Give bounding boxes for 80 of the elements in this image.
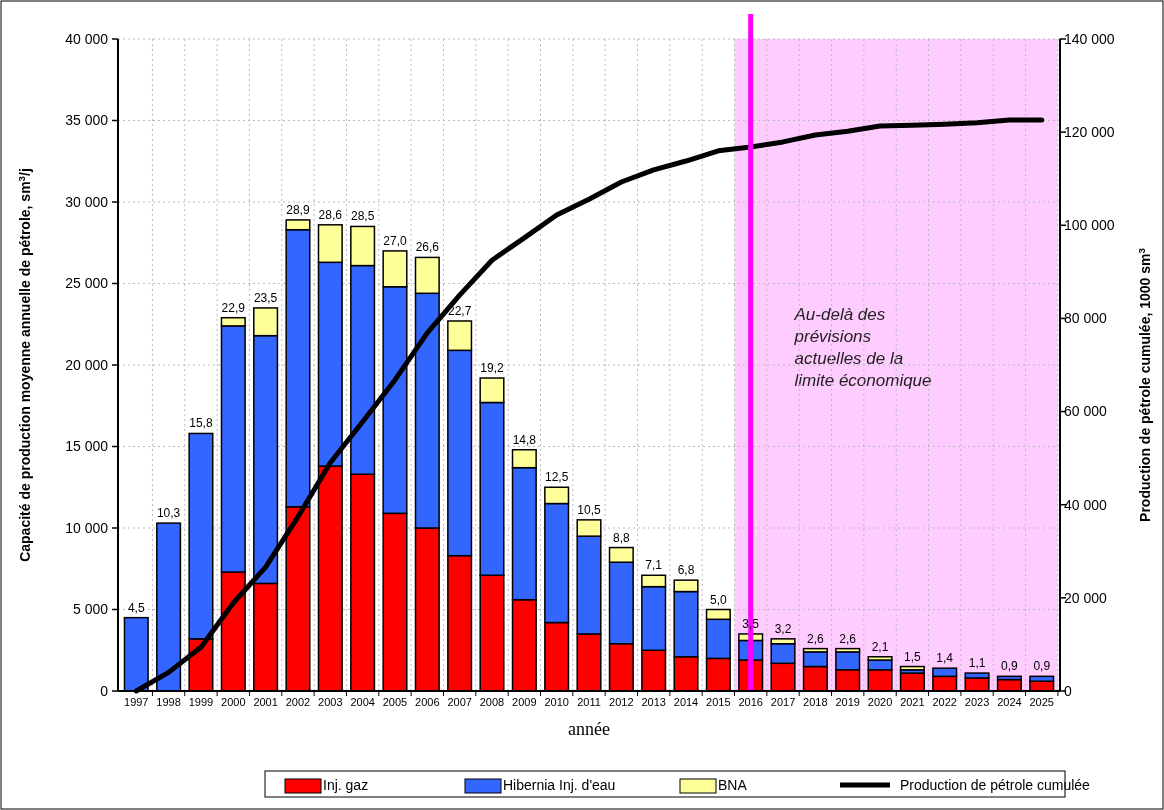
y2-tick-label: 20 000	[1064, 589, 1108, 606]
y-tick-label: 20 000	[65, 356, 109, 373]
y2-tick-label: 140 000	[1064, 30, 1115, 47]
x-tick-label: 1997	[124, 696, 149, 708]
annotation: 1,1	[968, 656, 986, 671]
y-tick-label: 5 000	[72, 601, 109, 618]
x-tick-label: 2012	[609, 696, 634, 708]
x-tick-label: 2018	[803, 696, 828, 708]
x-tick-label: 2015	[706, 696, 731, 708]
x-tick-label: 1999	[188, 696, 214, 708]
legend-label: Production de pétrole cumulée	[900, 776, 1091, 793]
annotation: 10,5	[577, 502, 601, 517]
x-tick-label: 2021	[900, 696, 925, 708]
annotation: 8,8	[612, 530, 630, 545]
annotation: 0,9	[1033, 659, 1051, 674]
y2-tick-label: 40 000	[1064, 496, 1108, 513]
legend-label: BNA	[718, 776, 748, 793]
annotation: 19,2	[480, 361, 504, 376]
annotation: 3,2	[774, 621, 792, 636]
y2-tick-label: 60 000	[1064, 403, 1108, 420]
annotation: 2,1	[871, 639, 889, 654]
annotation: 6,8	[677, 563, 695, 578]
x-tick-label: 2008	[479, 696, 505, 708]
annotation: 12,5	[544, 470, 569, 485]
x-tick-label: 2001	[253, 696, 278, 708]
annotation: 26,6	[415, 240, 440, 255]
x-tick-label: 2019	[835, 696, 860, 708]
annotation: 0,9	[1001, 659, 1019, 674]
y-tick-label: 0	[100, 682, 109, 699]
annotation: 22,9	[221, 300, 246, 315]
x-tick-label: 2017	[770, 696, 796, 708]
y2-tick-label: 0	[1064, 682, 1072, 699]
x-tick-label: 2011	[577, 696, 601, 708]
x-axis-title: année	[568, 719, 610, 739]
x-tick-label: 2000	[221, 696, 246, 708]
y2-tick-label: 120 000	[1064, 124, 1115, 141]
annotation: 28,9	[286, 202, 310, 217]
y-tick-label: 35 000	[65, 112, 109, 129]
band-label: Au-delà des prévisions actuelles de la limite économique	[793, 305, 932, 390]
annotation: 27,0	[383, 233, 407, 248]
x-tick-label: 2014	[673, 696, 699, 708]
y-tick-label: 15 000	[65, 438, 109, 455]
annotation: 2,6	[839, 631, 857, 646]
x-tick-label: 2006	[415, 696, 440, 708]
y2-tick-label: 80 000	[1064, 310, 1108, 327]
annotation: 10,3	[156, 506, 181, 521]
annotation: 1,5	[904, 649, 922, 664]
legend-label: Inj. gaz	[323, 776, 369, 793]
y-tick-label: 25 000	[65, 275, 109, 292]
x-tick-label: 2010	[544, 696, 569, 708]
x-tick-label: 2022	[932, 696, 957, 708]
annotation: 7,1	[645, 558, 663, 573]
x-tick-label: 2009	[512, 696, 537, 708]
y2-tick-label: 100 000	[1064, 217, 1115, 234]
annotation: 23,5	[253, 290, 278, 305]
annotation: 14,8	[512, 432, 537, 447]
x-tick-label: 2023	[964, 696, 990, 708]
annotation: 5,0	[710, 592, 728, 607]
x-tick-label: 2020	[867, 696, 893, 708]
x-tick-label: 2005	[382, 696, 408, 708]
annotation: 2,6	[807, 631, 825, 646]
y-tick-label: 40 000	[65, 30, 109, 47]
y-tick-label: 30 000	[65, 193, 109, 210]
x-tick-label: 1998	[156, 696, 181, 708]
bar	[899, 665, 925, 671]
x-tick-label: 2007	[447, 696, 472, 708]
annotation: 15,8	[189, 416, 213, 431]
annotation: 28,6	[318, 207, 343, 222]
x-tick-label: 2013	[641, 696, 666, 708]
x-tick-label: 2016	[738, 696, 763, 708]
annotation: 1,4	[936, 651, 954, 666]
annotation: 28,5	[350, 209, 375, 224]
legend-label: Hibernia Inj. d'eau	[503, 776, 616, 793]
x-tick-label: 2004	[350, 696, 375, 708]
y-tick-label: 10 000	[65, 519, 109, 536]
annotation: 4,5	[127, 600, 145, 615]
x-tick-label: 2002	[285, 696, 311, 708]
x-tick-label: 2025	[1029, 696, 1054, 708]
x-tick-label: 2003	[318, 696, 343, 708]
x-tick-label: 2024	[997, 696, 1022, 708]
